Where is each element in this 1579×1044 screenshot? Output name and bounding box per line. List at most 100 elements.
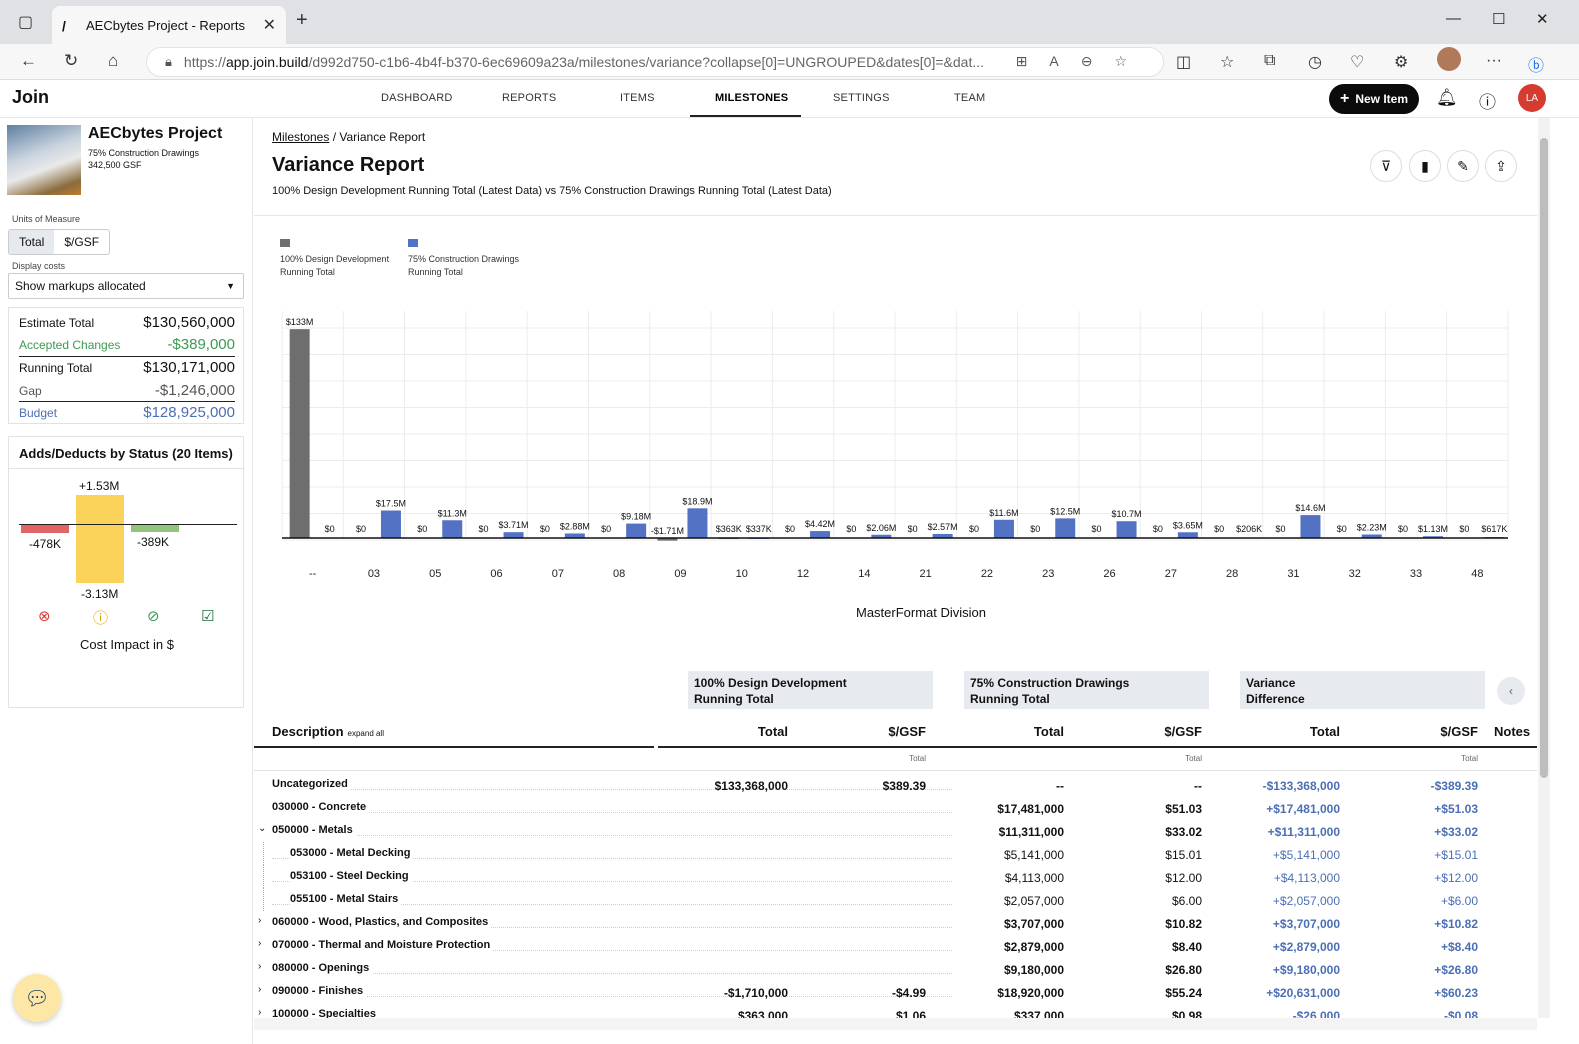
minimize-icon[interactable]: — <box>1446 10 1461 27</box>
chart-bar[interactable] <box>871 534 892 538</box>
tab-actions-icon[interactable]: ▢ <box>18 14 34 31</box>
table-row[interactable]: ⌄ 050000 - Metals $11,311,000 $33.02 +$11,31… <box>254 819 1537 842</box>
browser-tab[interactable]: / AECbytes Project - Reports ✕ <box>52 6 286 44</box>
chart-bar[interactable] <box>932 533 953 538</box>
refresh-icon[interactable]: ↻ <box>64 51 79 70</box>
chart-bar[interactable] <box>442 520 463 538</box>
incorporated-icon[interactable]: ☑ <box>201 608 215 625</box>
nav-milestones[interactable]: MILESTONES <box>715 92 789 104</box>
units-total-option[interactable]: Total <box>9 230 55 254</box>
pending-icon[interactable]: ⓘ <box>93 610 109 627</box>
table-row[interactable]: › 080000 - Openings $9,180,000 $26.80 +$9,18… <box>254 957 1537 980</box>
col-header-dd-total[interactable]: Total <box>757 724 788 739</box>
user-avatar[interactable]: LA <box>1518 84 1546 112</box>
back-icon[interactable]: ← <box>20 51 37 70</box>
nav-reports[interactable]: REPORTS <box>502 92 557 104</box>
nav-team[interactable]: TEAM <box>954 92 986 104</box>
collapse-columns-button[interactable]: ‹ <box>1497 677 1525 705</box>
bar-value-label: $10.7M <box>1112 509 1142 519</box>
collections-icon[interactable]: ⧉ <box>1264 52 1276 69</box>
table-row[interactable]: 055100 - Metal Stairs $2,057,000 $6.00 +$2,… <box>254 888 1537 911</box>
copilot-icon[interactable]: ⓑ <box>1528 58 1545 75</box>
rejected-bar[interactable] <box>21 525 69 533</box>
performance-icon[interactable]: ♡ <box>1350 54 1365 71</box>
split-screen-icon[interactable]: ◫ <box>1176 54 1192 71</box>
share-button[interactable]: ⇪ <box>1485 150 1517 182</box>
chevron-down-icon[interactable]: ⌄ <box>258 823 267 834</box>
chart-bar[interactable] <box>503 532 524 538</box>
new-item-button[interactable]: + New Item <box>1329 84 1419 114</box>
home-icon[interactable]: ⌂ <box>108 51 119 70</box>
chart-bar[interactable] <box>1423 536 1444 538</box>
chart-bar[interactable] <box>626 523 647 538</box>
table-row[interactable]: › 100000 - Specialties $363,000 $1.06 $337,0… <box>254 1003 1537 1018</box>
edit-button[interactable]: ✎ <box>1447 150 1479 182</box>
pending-deduct-bar[interactable] <box>76 525 124 583</box>
url-field[interactable]: 🔒︎ https://app.join.build/d992d750-c1b6-… <box>146 47 1164 77</box>
table-row[interactable]: 030000 - Concrete $17,481,000 $51.03 +$17,4… <box>254 796 1537 819</box>
help-icon[interactable]: ⓘ <box>1479 93 1496 112</box>
expand-all-link[interactable]: expand all <box>347 729 384 738</box>
browser-profile-avatar[interactable] <box>1437 47 1461 71</box>
col-header-description[interactable]: Description expand all <box>272 724 384 739</box>
breadcrumb-milestones-link[interactable]: Milestones <box>272 130 330 144</box>
nav-items[interactable]: ITEMS <box>620 92 655 104</box>
url-action-icons[interactable]: ⊞A⊖☆ <box>1015 53 1149 69</box>
favorites-icon[interactable]: ☆ <box>1220 54 1235 71</box>
chevron-right-icon[interactable]: › <box>258 1007 262 1018</box>
join-logo[interactable]: Join <box>12 87 50 107</box>
table-row[interactable]: Uncategorized $133,368,000 $389.39 -- -- -$13… <box>254 773 1537 796</box>
chart-bar[interactable] <box>657 538 678 541</box>
extensions-icon[interactable]: ⚙ <box>1394 54 1409 71</box>
project-sidebar: AECbytes Project 75% Construction Drawin… <box>0 118 253 1044</box>
chart-bar[interactable] <box>1116 521 1137 538</box>
more-icon[interactable]: ··· <box>1486 52 1502 69</box>
chat-support-button[interactable]: 💬︎ <box>13 974 61 1022</box>
chart-bar[interactable] <box>1361 534 1382 538</box>
rejected-icon[interactable]: ⊗ <box>38 608 51 625</box>
accepted-icon[interactable]: ⊘ <box>147 608 160 625</box>
chevron-right-icon[interactable]: › <box>258 915 262 926</box>
maximize-icon[interactable]: ☐ <box>1492 11 1506 28</box>
filter-button[interactable]: ⊽ <box>1370 150 1402 182</box>
col-header-var-total[interactable]: Total <box>1309 724 1340 739</box>
col-header-cd-gsf[interactable]: $/GSF <box>1164 724 1202 739</box>
bookmark-button[interactable]: ▮ <box>1409 150 1441 182</box>
pending-add-bar[interactable] <box>76 495 124 525</box>
display-costs-select[interactable]: Show markups allocated ▼ <box>8 273 244 299</box>
nav-dashboard[interactable]: DASHBOARD <box>381 92 453 104</box>
accepted-bar[interactable] <box>131 525 179 532</box>
accepted-changes-row[interactable]: Accepted Changes -$389,000 <box>19 336 235 353</box>
chart-bar[interactable] <box>687 508 708 538</box>
chevron-right-icon[interactable]: › <box>258 938 262 949</box>
chart-bar[interactable] <box>1055 518 1076 538</box>
col-header-cd-total[interactable]: Total <box>1033 724 1064 739</box>
summary-label: Gap <box>19 384 42 398</box>
table-row[interactable]: 053000 - Metal Decking $5,141,000 $15.01 +$… <box>254 842 1537 865</box>
close-tab-icon[interactable]: ✕ <box>262 17 276 34</box>
chart-bar[interactable] <box>1300 515 1321 538</box>
units-gsf-option[interactable]: $/GSF <box>64 235 100 249</box>
horizontal-scrollbar[interactable] <box>254 1018 1537 1030</box>
chart-bar[interactable] <box>289 329 310 538</box>
chart-bar[interactable] <box>1177 532 1198 538</box>
col-header-var-gsf[interactable]: $/GSF <box>1440 724 1478 739</box>
table-row[interactable]: › 070000 - Thermal and Moisture Protectio… <box>254 934 1537 957</box>
col-header-dd-gsf[interactable]: $/GSF <box>888 724 926 739</box>
chart-bar[interactable] <box>993 519 1014 538</box>
table-row[interactable]: 053100 - Steel Decking $4,113,000 $12.00 +$… <box>254 865 1537 888</box>
notifications-bell-icon[interactable]: 🔔︎ <box>1436 88 1458 107</box>
table-row[interactable]: › 060000 - Wood, Plastics, and Composites… <box>254 911 1537 934</box>
history-icon[interactable]: ◷ <box>1308 54 1322 71</box>
chart-bar[interactable] <box>810 531 831 538</box>
nav-settings[interactable]: SETTINGS <box>833 92 890 104</box>
new-tab-icon[interactable]: + <box>296 9 308 31</box>
chevron-right-icon[interactable]: › <box>258 961 262 972</box>
x-tick-label: 09 <box>674 568 686 580</box>
chevron-right-icon[interactable]: › <box>258 984 262 995</box>
vertical-scroll-thumb[interactable] <box>1540 138 1548 778</box>
close-window-icon[interactable]: ✕ <box>1536 11 1549 28</box>
table-row[interactable]: › 090000 - Finishes -$1,710,000 -$4.99 $18,9… <box>254 980 1537 1003</box>
chart-bar[interactable] <box>380 510 401 538</box>
chart-bar[interactable] <box>564 533 585 538</box>
